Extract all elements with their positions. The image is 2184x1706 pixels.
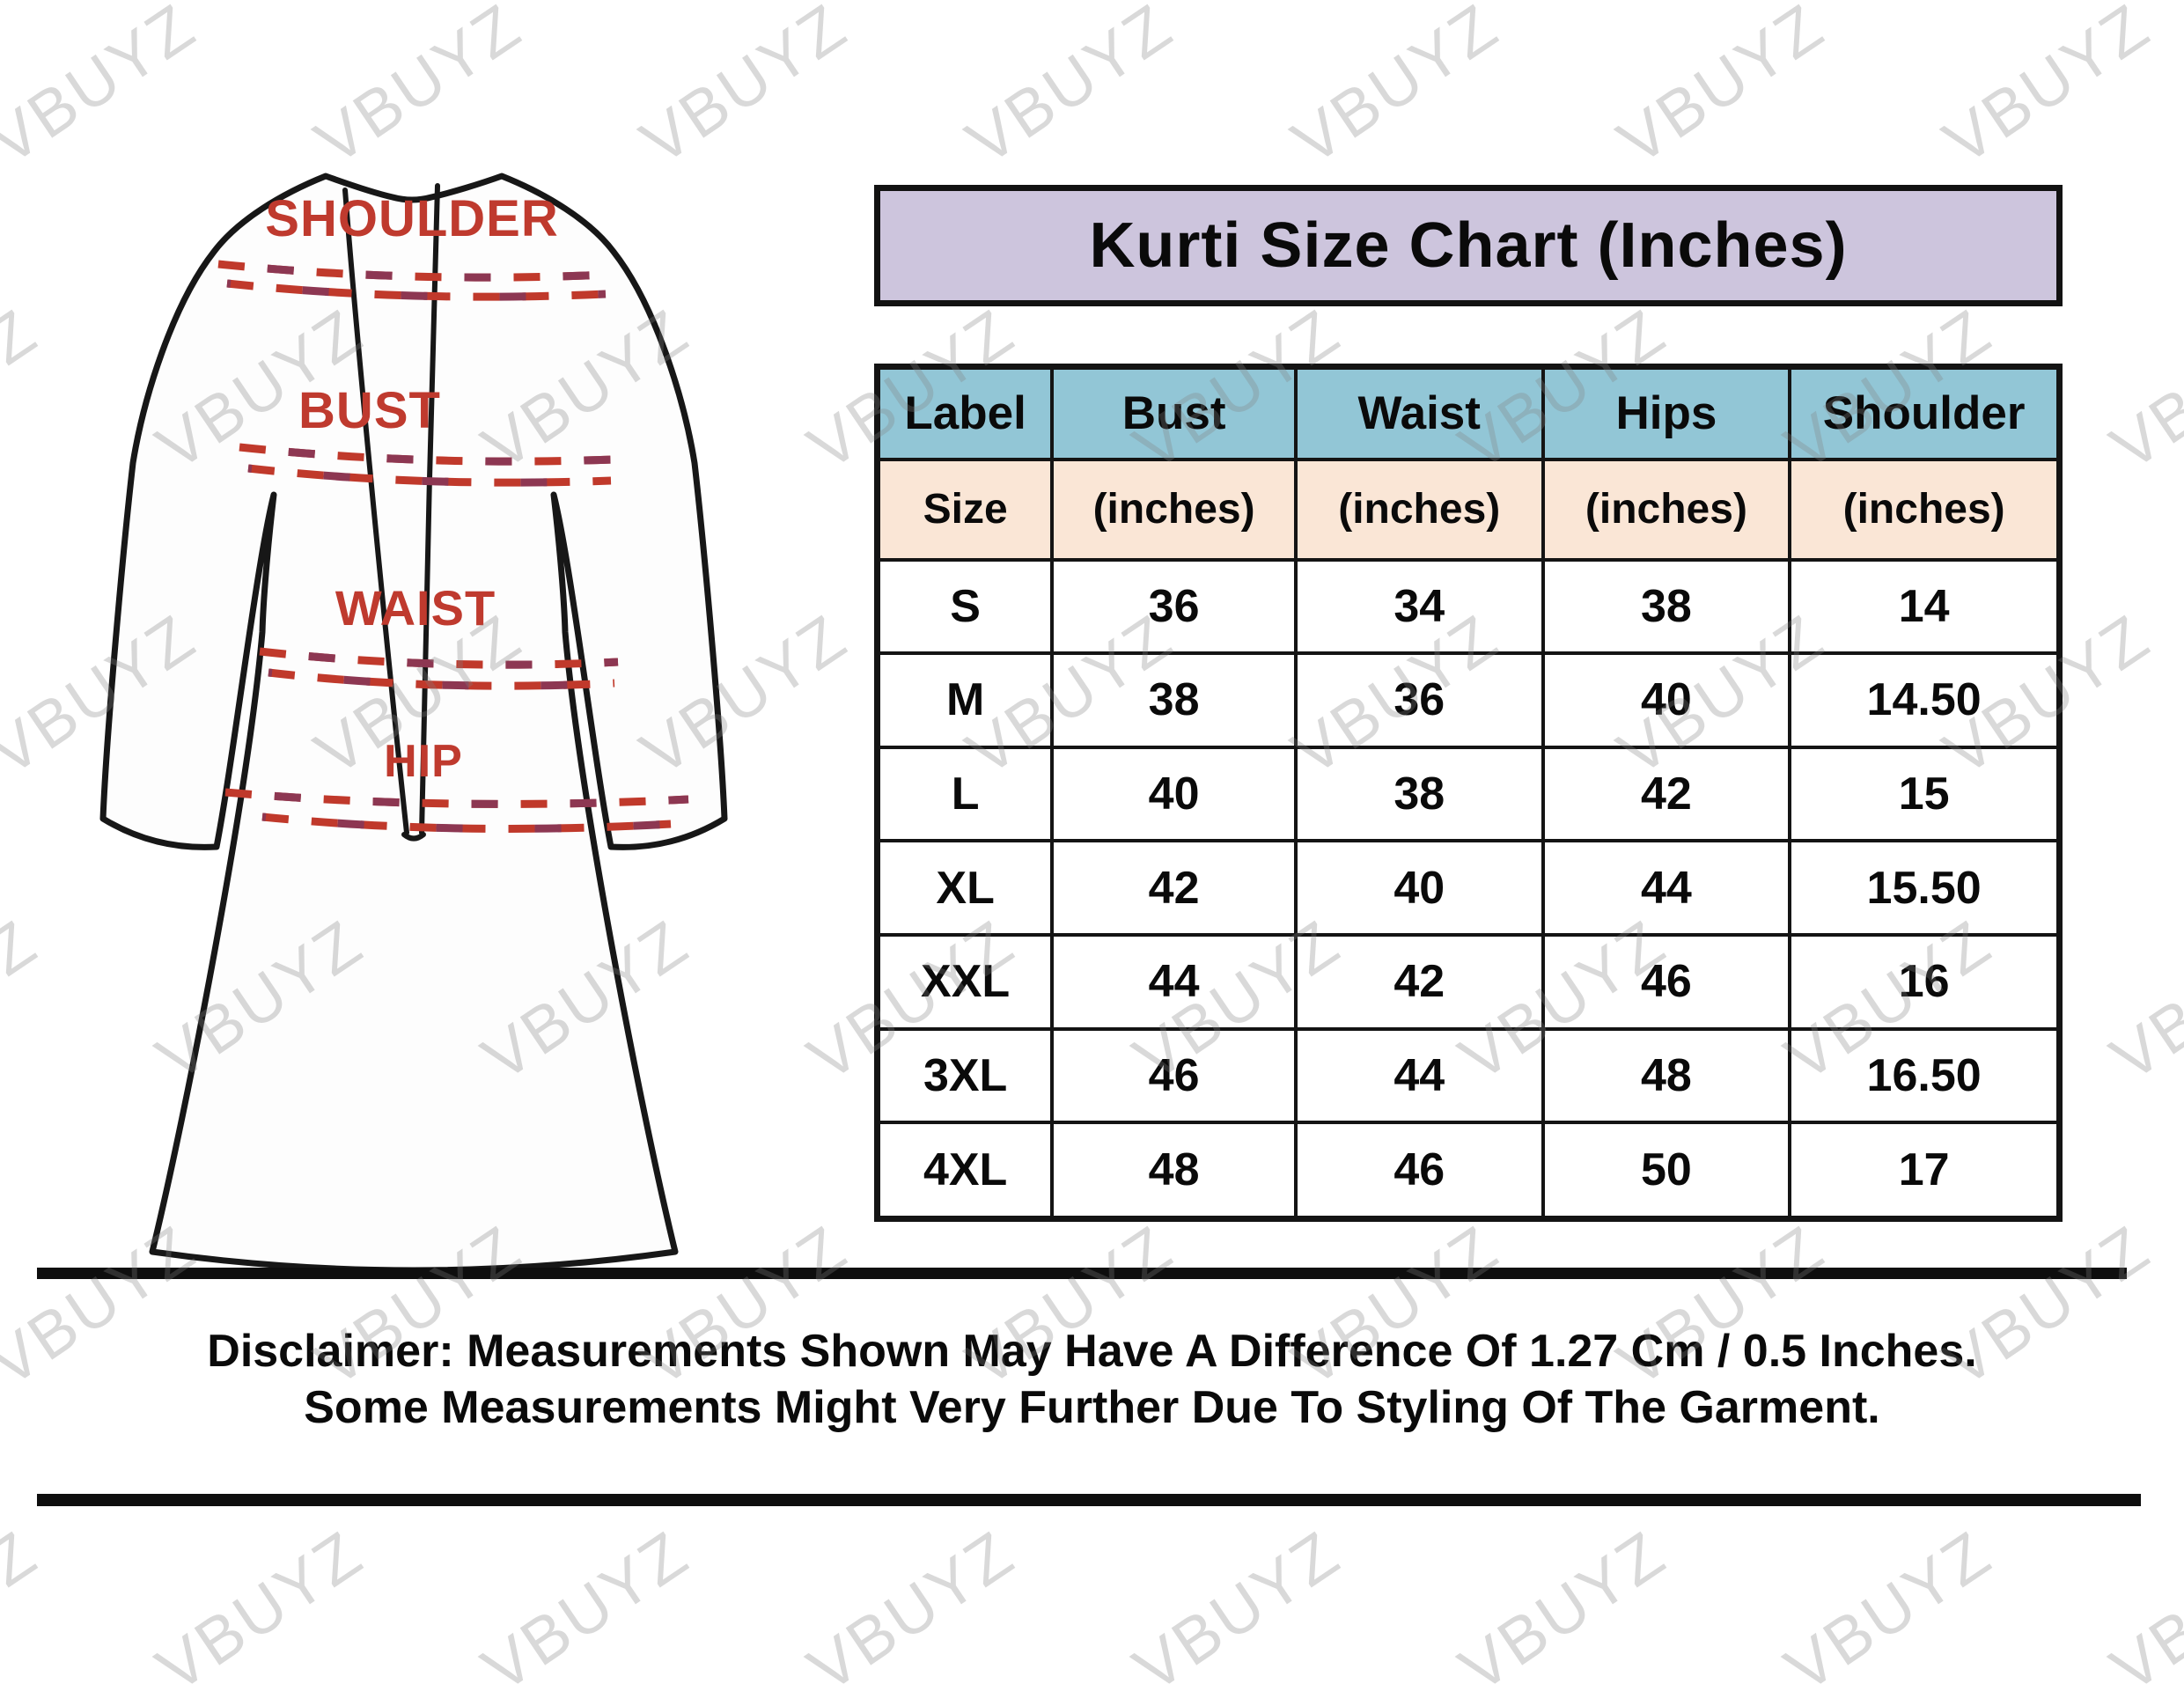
size-row-3XL: 3XL 46 44 48 16.50 [875, 1026, 2062, 1125]
shoulder-dash-line-alt [217, 260, 610, 282]
size-row-S: S 36 34 38 14 [875, 557, 2062, 656]
waist-dash-line-2-alt [268, 668, 615, 690]
page-title: Kurti Size Chart (Inches) [1089, 210, 1848, 281]
cell-waist: 46 [1293, 1121, 1545, 1221]
subheader-cell-bust: (inches) [1050, 457, 1298, 562]
cell-label: S [875, 557, 1055, 656]
cell-shoulder: 15.50 [1788, 839, 2062, 938]
subheader-cell-waist: (inches) [1293, 457, 1545, 562]
cell-waist: 44 [1293, 1026, 1545, 1125]
size-row-M: M 38 36 40 14.50 [875, 651, 2062, 749]
cell-hips: 50 [1541, 1121, 1792, 1221]
cell-waist: 38 [1293, 745, 1545, 843]
bust-dash-line-2 [247, 464, 612, 487]
cell-bust: 42 [1050, 839, 1298, 938]
size-row-XL: XL 42 40 44 15.50 [875, 839, 2062, 938]
cell-bust: 40 [1050, 745, 1298, 843]
cell-waist: 40 [1293, 839, 1545, 938]
table-header-row: Label Bust Waist Hips Shoulder [875, 364, 2062, 461]
shoulder-dash-line-2 [226, 279, 607, 301]
kurti-body-outline [99, 173, 728, 1274]
measurement-guides [217, 260, 689, 833]
disclaimer-line-1: Disclaimer: Measurements Shown May Have … [207, 1326, 1977, 1377]
cell-bust: 44 [1050, 933, 1298, 1031]
header-cell-hips: Hips [1541, 364, 1792, 461]
cell-hips: 38 [1541, 557, 1792, 656]
hip-dash-line-2-alt [261, 813, 672, 833]
disclaimer: Disclaimer: Measurements Shown May Have … [0, 1323, 2184, 1436]
cell-shoulder: 17 [1788, 1121, 2062, 1221]
cell-label: XL [875, 839, 1055, 938]
cell-hips: 44 [1541, 839, 1792, 938]
cell-label: 3XL [875, 1026, 1055, 1125]
cell-hips: 48 [1541, 1026, 1792, 1125]
bust-dash-line-2-alt [247, 464, 612, 487]
divider-bottom [37, 1494, 2141, 1506]
cell-waist: 42 [1293, 933, 1545, 1031]
cell-label: XXL [875, 933, 1055, 1031]
subheader-cell-hips: (inches) [1541, 457, 1792, 562]
cell-hips: 40 [1541, 651, 1792, 749]
bust-dash-line-alt [239, 443, 614, 466]
header-cell-shoulder: Shoulder [1788, 364, 2062, 461]
garment-label-shoulder: SHOULDER [265, 190, 558, 247]
neck-slit-left-line [342, 188, 409, 835]
cell-hips: 42 [1541, 745, 1792, 843]
cell-bust: 46 [1050, 1026, 1298, 1125]
waist-dash-line [259, 647, 619, 669]
size-row-L: L 40 38 42 15 [875, 745, 2062, 843]
divider-top [37, 1268, 2127, 1279]
garment-label-hip: HIP [384, 736, 463, 787]
cell-shoulder: 14 [1788, 557, 2062, 656]
cell-shoulder: 15 [1788, 745, 2062, 843]
garment-label-bust: BUST [298, 382, 441, 439]
cell-bust: 48 [1050, 1121, 1298, 1221]
disclaimer-line-2: Some Measurements Might Very Further Due… [304, 1382, 1880, 1433]
garment-illustration: SHOULDER BUST WAIST HIP [99, 173, 728, 1274]
cell-label: 4XL [875, 1121, 1055, 1221]
cell-shoulder: 14.50 [1788, 651, 2062, 749]
cell-label: L [875, 745, 1055, 843]
measurement-labels: SHOULDER BUST WAIST HIP [265, 190, 558, 787]
cell-waist: 34 [1293, 557, 1545, 656]
header-cell-waist: Waist [1293, 364, 1545, 461]
size-chart-table: Label Bust Waist Hips Shoulder Size (inches)(… [874, 364, 2063, 1222]
cell-bust: 36 [1050, 557, 1298, 656]
header-cell-bust: Bust [1050, 364, 1298, 461]
neck-slit-right-line [419, 183, 440, 835]
cell-label: M [875, 651, 1055, 749]
subheader-cell-label: Size [875, 457, 1055, 562]
subheader-cell-shoulder: (inches) [1788, 457, 2062, 562]
kurti-outline [99, 173, 728, 1274]
cell-shoulder: 16 [1788, 933, 2062, 1031]
header-cell-label: Label [875, 364, 1055, 461]
cell-bust: 38 [1050, 651, 1298, 749]
size-row-XXL: XXL 44 42 46 16 [875, 933, 2062, 1031]
hip-dash-line-alt [224, 788, 689, 808]
size-row-4XL: 4XL 48 46 50 17 [875, 1121, 2062, 1221]
title-banner: Kurti Size Chart (Inches) [874, 185, 2063, 306]
neck-slit-bottom [401, 832, 426, 842]
cell-waist: 36 [1293, 651, 1545, 749]
cell-hips: 46 [1541, 933, 1792, 1031]
cell-shoulder: 16.50 [1788, 1026, 2062, 1125]
shoulder-dash-line-2-alt [226, 279, 607, 301]
table-subheader-row: Size (inches) (inches) (inches) (inches) [875, 457, 2062, 562]
garment-label-waist: WAIST [335, 580, 496, 636]
